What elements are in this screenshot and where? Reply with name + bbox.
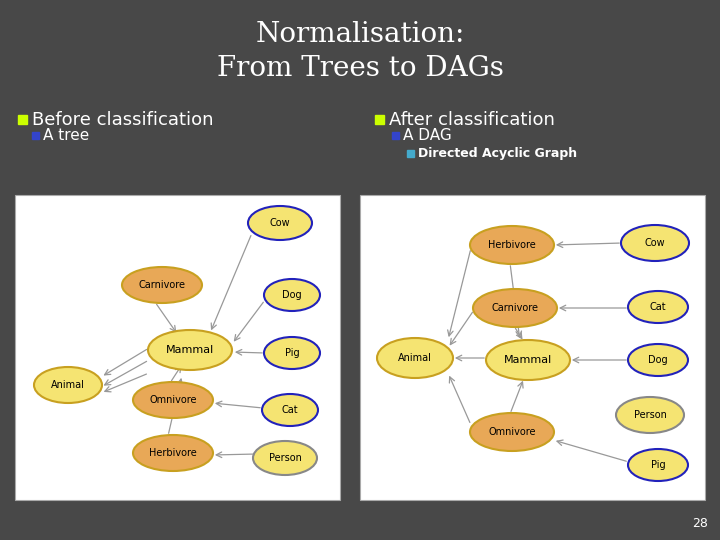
Ellipse shape (473, 289, 557, 327)
Ellipse shape (34, 367, 102, 403)
Ellipse shape (122, 267, 202, 303)
Bar (18, 115, 27, 124)
Text: Animal: Animal (51, 380, 85, 390)
Ellipse shape (470, 226, 554, 264)
Text: After classification: After classification (389, 111, 555, 129)
Ellipse shape (253, 441, 317, 475)
Text: Directed Acyclic Graph: Directed Acyclic Graph (418, 147, 577, 160)
Ellipse shape (628, 291, 688, 323)
Text: 28: 28 (692, 517, 708, 530)
FancyBboxPatch shape (360, 195, 705, 500)
Text: Mammal: Mammal (504, 355, 552, 365)
Bar (32, 132, 39, 139)
Text: Mammal: Mammal (166, 345, 214, 355)
Text: Cat: Cat (649, 302, 666, 312)
Ellipse shape (628, 344, 688, 376)
Text: Omnivore: Omnivore (149, 395, 197, 405)
Ellipse shape (133, 435, 213, 471)
Bar (407, 150, 414, 157)
Text: Cow: Cow (644, 238, 665, 248)
Ellipse shape (148, 330, 232, 370)
Text: A tree: A tree (43, 128, 89, 143)
Text: A DAG: A DAG (403, 128, 451, 143)
Ellipse shape (377, 338, 453, 378)
Text: Herbivore: Herbivore (488, 240, 536, 250)
Text: Person: Person (634, 410, 667, 420)
Text: Normalisation:: Normalisation: (256, 22, 464, 49)
Text: Cat: Cat (282, 405, 298, 415)
Ellipse shape (133, 382, 213, 418)
Text: Dog: Dog (282, 290, 302, 300)
Ellipse shape (628, 449, 688, 481)
FancyBboxPatch shape (15, 195, 340, 500)
Ellipse shape (248, 206, 312, 240)
Text: Omnivore: Omnivore (488, 427, 536, 437)
Ellipse shape (262, 394, 318, 426)
Bar (375, 115, 384, 124)
Text: Herbivore: Herbivore (149, 448, 197, 458)
Text: From Trees to DAGs: From Trees to DAGs (217, 55, 503, 82)
Text: Before classification: Before classification (32, 111, 214, 129)
Ellipse shape (621, 225, 689, 261)
Ellipse shape (616, 397, 684, 433)
Text: Animal: Animal (398, 353, 432, 363)
Ellipse shape (470, 413, 554, 451)
Text: Person: Person (269, 453, 302, 463)
Text: Cow: Cow (270, 218, 290, 228)
Text: Pig: Pig (651, 460, 665, 470)
Text: Pig: Pig (284, 348, 300, 358)
Text: Carnivore: Carnivore (492, 303, 539, 313)
Text: Carnivore: Carnivore (138, 280, 186, 290)
Bar (392, 132, 399, 139)
Ellipse shape (486, 340, 570, 380)
Ellipse shape (264, 337, 320, 369)
Text: Dog: Dog (648, 355, 668, 365)
Ellipse shape (264, 279, 320, 311)
